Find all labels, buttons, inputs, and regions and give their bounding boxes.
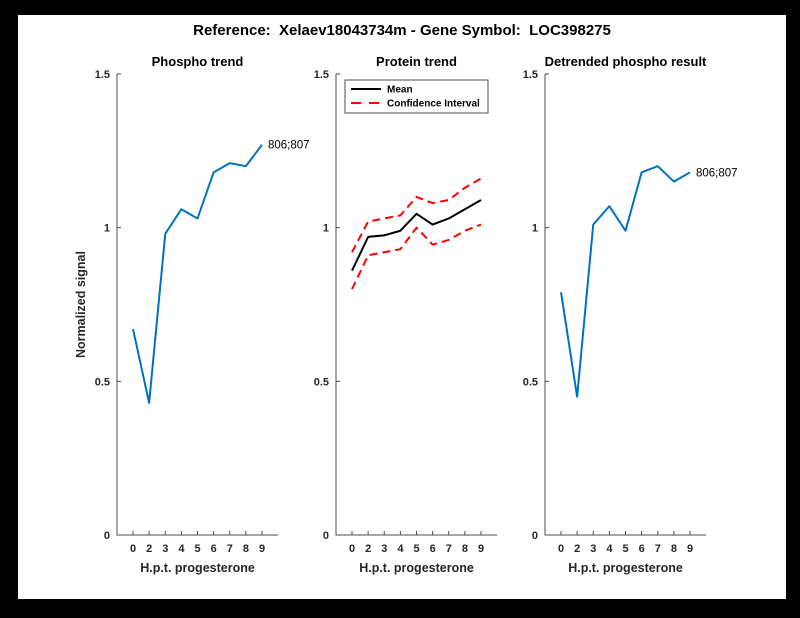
y-tick-label: 1.5: [523, 69, 538, 81]
x-tick-label: 0: [558, 543, 564, 555]
series-line-confidence-interval-lower: [351, 223, 482, 290]
legend: Mean Confidence Interval: [344, 79, 489, 114]
y-tick-label: 0: [323, 530, 329, 542]
y-tick-label: 0.5: [523, 376, 538, 388]
legend-item-mean: Mean: [351, 85, 413, 96]
x-tick-label: 9: [687, 543, 693, 555]
x-axis-label: H.p.t. progesterone: [140, 561, 255, 575]
x-tick-label: 8: [243, 543, 249, 555]
y-axis-label: Normalized signal: [74, 251, 88, 358]
x-tick-label: 2: [365, 543, 371, 555]
series-end-label: 806;807: [268, 140, 310, 152]
x-tick-label: 5: [194, 543, 200, 555]
x-tick-label: 3: [590, 543, 596, 555]
x-tick-label: 7: [446, 543, 452, 555]
y-tick-label: 0.5: [314, 376, 329, 388]
series-line-mean: [351, 199, 482, 272]
y-tick-label: 0: [532, 530, 538, 542]
x-tick-label: 9: [478, 543, 484, 555]
y-tick-label: 1.5: [314, 69, 329, 81]
x-tick-label: 4: [397, 543, 404, 555]
x-tick-label: 4: [606, 543, 613, 555]
subplot-title: Phospho trend: [152, 54, 244, 69]
y-tick-label: 1: [104, 223, 110, 235]
y-tick-label: 0.5: [95, 376, 110, 388]
x-tick-label: 7: [655, 543, 661, 555]
series-line-806-807: [132, 144, 263, 404]
x-tick-label: 9: [259, 543, 265, 555]
x-tick-label: 6: [639, 543, 645, 555]
x-tick-label: 5: [622, 543, 628, 555]
series-line-806-807: [560, 165, 691, 398]
x-tick-label: 2: [146, 543, 152, 555]
y-tick-label: 1: [323, 223, 329, 235]
series-line-confidence-interval-upper: [351, 177, 482, 253]
figure-title: Reference: Xelaev18043734m - Gene Symbol…: [193, 22, 611, 39]
x-tick-label: 8: [462, 543, 468, 555]
y-tick-label: 1: [532, 223, 538, 235]
subplot-title: Protein trend: [376, 54, 457, 69]
x-tick-label: 0: [130, 543, 136, 555]
legend-item-confidence-interval: Confidence Interval: [351, 99, 480, 110]
x-axis-label: H.p.t. progesterone: [568, 561, 683, 575]
subplot-title: Detrended phospho result: [545, 54, 707, 69]
legend-box: [344, 79, 489, 114]
legend-item-label: Confidence Interval: [387, 99, 480, 110]
y-tick-label: 1.5: [95, 69, 110, 81]
x-tick-label: 5: [413, 543, 419, 555]
legend-item-label: Mean: [387, 85, 413, 96]
series-end-label: 806;807: [696, 167, 738, 179]
x-tick-label: 8: [671, 543, 677, 555]
x-tick-label: 3: [381, 543, 387, 555]
x-tick-label: 3: [162, 543, 168, 555]
x-axis-label: H.p.t. progesterone: [359, 561, 474, 575]
y-tick-label: 0: [104, 530, 110, 542]
x-tick-label: 7: [227, 543, 233, 555]
x-tick-label: 2: [574, 543, 580, 555]
x-tick-label: 4: [178, 543, 185, 555]
x-tick-label: 0: [349, 543, 355, 555]
x-tick-label: 6: [211, 543, 217, 555]
x-tick-label: 6: [430, 543, 436, 555]
